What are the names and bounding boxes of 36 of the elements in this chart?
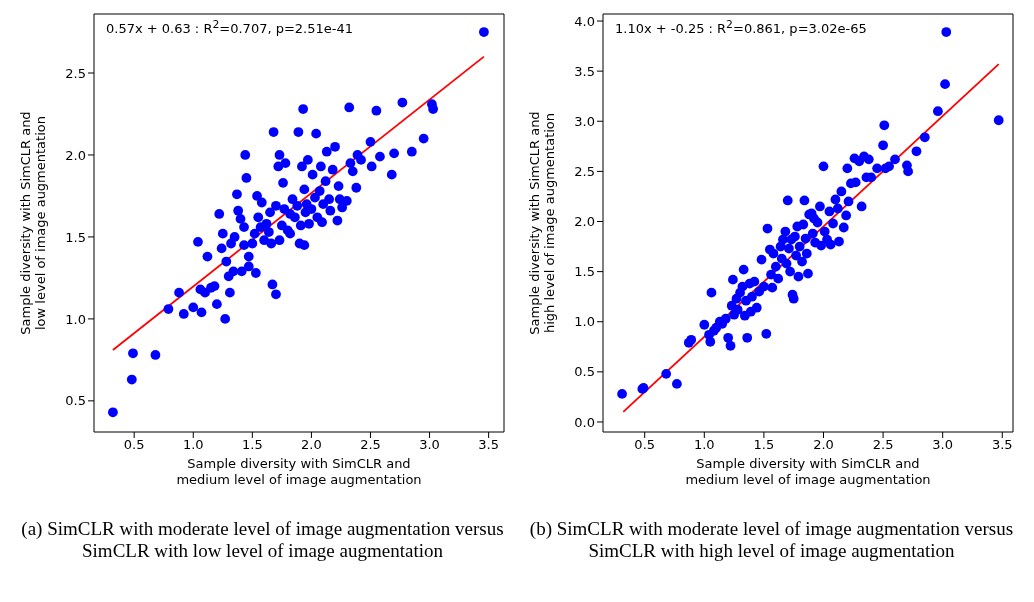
y-tick-label: 1.0 — [65, 311, 86, 327]
annotation: 1.10x + -0.25 : R$^{2}$=0.861, p=3.02e-65 — [615, 18, 867, 37]
y-tick-label: 2.5 — [574, 163, 595, 179]
y-tick-label: 4.0 — [574, 13, 595, 29]
x-tick-label: 2.0 — [813, 437, 834, 453]
y-tick-label: 1.5 — [574, 264, 595, 280]
x-tick-label: 3.0 — [932, 437, 954, 453]
x-axis-title: Sample diversity with SimCLR and medium level of image augmentation — [685, 456, 931, 487]
annotation: 0.57x + 0.63 : R$^{2}$=0.707, p=2.51e-41 — [106, 18, 354, 37]
y-tick-label: 2.0 — [574, 214, 595, 230]
x-tick-label: 1.0 — [693, 437, 715, 453]
x-tick-label: 3.5 — [991, 437, 1013, 453]
y-tick-label: 0.0 — [574, 414, 595, 430]
y-tick-label: 3.0 — [574, 113, 595, 129]
x-tick-label: 3.0 — [419, 437, 440, 453]
y-tick-label: 1.5 — [65, 229, 86, 245]
text: (a) SimCLR with moderate level of image augmentation versus SimCLR with low level of image augmentation — [20, 517, 505, 562]
y-axis-title: Sample diversity with SimCLR and high level of image augmentation — [527, 111, 557, 335]
text: (b) SimCLR with moderate level of image augmentation versus SimCLR with high level of image augmentation — [528, 517, 1015, 562]
x-tick-label: 3.5 — [478, 437, 499, 453]
x-tick-label: 2.5 — [872, 437, 894, 453]
x-tick-label: 2.5 — [360, 437, 381, 453]
y-tick-label: 2.0 — [65, 147, 86, 163]
x-tick-label: 2.0 — [301, 437, 322, 453]
y-axis-title: Sample diversity with SimCLR and low level of image augmentation — [18, 111, 48, 335]
x-tick-label: 1.5 — [753, 437, 775, 453]
y-tick-label: 1.0 — [574, 314, 595, 330]
x-tick-label: 1.0 — [182, 437, 204, 453]
x-tick-label: 0.5 — [123, 437, 145, 453]
x-tick-label: 1.5 — [241, 437, 263, 453]
y-tick-label: 2.5 — [65, 65, 86, 81]
y-tick-label: 3.5 — [574, 63, 595, 79]
y-tick-label: 0.5 — [65, 393, 86, 409]
x-axis-title: Sample diversity with SimCLR and medium level of image augmentation — [176, 456, 422, 487]
x-tick-label: 0.5 — [634, 437, 656, 453]
y-tick-label: 0.5 — [574, 364, 595, 380]
